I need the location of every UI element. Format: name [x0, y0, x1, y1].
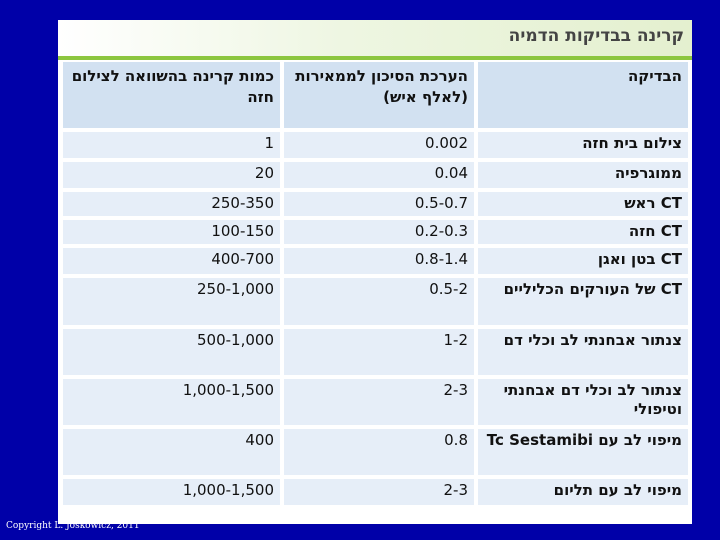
- table-row: צנתור לב וכלי דם אבחנתי וטיפולי 2-3 1,00…: [63, 379, 688, 425]
- table-row: ממוגרפיה 0.04 20: [63, 162, 688, 188]
- header-dose: כמות קרינה בהשוואה לצילום חזה: [63, 62, 280, 128]
- cell-dose: 1: [63, 132, 280, 158]
- cell-risk: 0.8-1.4: [284, 248, 474, 274]
- cell-dose: 1,000-1,500: [63, 379, 280, 425]
- table-row: CT חזה 0.2-0.3 100-150: [63, 220, 688, 244]
- cell-test: צילום בית חזה: [478, 132, 688, 158]
- cell-dose: 100-150: [63, 220, 280, 244]
- cell-dose: 400-700: [63, 248, 280, 274]
- table-row: מיפוי לב עם תליום 2-3 1,000-1,500: [63, 479, 688, 505]
- cell-test: מיפוי לב עם Tc Sestamibi: [478, 429, 688, 475]
- cell-risk: 1-2: [284, 329, 474, 375]
- cell-risk: 0.5-2: [284, 278, 474, 325]
- copyright-text: Copyright L. Joskowicz, 2011: [6, 521, 140, 531]
- cell-test: CT בטן ואגן: [478, 248, 688, 274]
- slide-title: קרינה בבדיקות הדמיה: [508, 26, 684, 46]
- table-row: CT ראש 0.5-0.7 250-350: [63, 192, 688, 216]
- cell-risk: 0.8: [284, 429, 474, 475]
- cell-dose: 400: [63, 429, 280, 475]
- header-risk: הערכת הסיכון לממאירות (לאלף איש): [284, 62, 474, 128]
- radiation-table: הבדיקה הערכת הסיכון לממאירות (לאלף איש) …: [63, 62, 688, 509]
- cell-risk: 0.2-0.3: [284, 220, 474, 244]
- slide: קרינה בבדיקות הדמיה הבדיקה הערכת הסיכון …: [58, 20, 692, 524]
- cell-risk: 2-3: [284, 379, 474, 425]
- cell-test: צנתור אבחנתי לב וכלי דם: [478, 329, 688, 375]
- table-row: צילום בית חזה 0.002 1: [63, 132, 688, 158]
- cell-dose: 500-1,000: [63, 329, 280, 375]
- cell-test: CT חזה: [478, 220, 688, 244]
- cell-test: מיפוי לב עם תליום: [478, 479, 688, 505]
- cell-dose: 250-350: [63, 192, 280, 216]
- cell-risk: 0.002: [284, 132, 474, 158]
- table-header-row: הבדיקה הערכת הסיכון לממאירות (לאלף איש) …: [63, 62, 688, 128]
- cell-risk: 0.5-0.7: [284, 192, 474, 216]
- table-row: צנתור אבחנתי לב וכלי דם 1-2 500-1,000: [63, 329, 688, 375]
- cell-risk: 0.04: [284, 162, 474, 188]
- header-test: הבדיקה: [478, 62, 688, 128]
- cell-test: צנתור לב וכלי דם אבחנתי וטיפולי: [478, 379, 688, 425]
- cell-dose: 1,000-1,500: [63, 479, 280, 505]
- table-row: מיפוי לב עם Tc Sestamibi 0.8 400: [63, 429, 688, 475]
- cell-test: CT של העורקים הכליליים: [478, 278, 688, 325]
- cell-test: ממוגרפיה: [478, 162, 688, 188]
- table-row: CT של העורקים הכליליים 0.5-2 250-1,000: [63, 278, 688, 325]
- cell-dose: 20: [63, 162, 280, 188]
- cell-test: CT ראש: [478, 192, 688, 216]
- cell-dose: 250-1,000: [63, 278, 280, 325]
- table-row: CT בטן ואגן 0.8-1.4 400-700: [63, 248, 688, 274]
- cell-risk: 2-3: [284, 479, 474, 505]
- title-bar: קרינה בבדיקות הדמיה: [58, 20, 692, 60]
